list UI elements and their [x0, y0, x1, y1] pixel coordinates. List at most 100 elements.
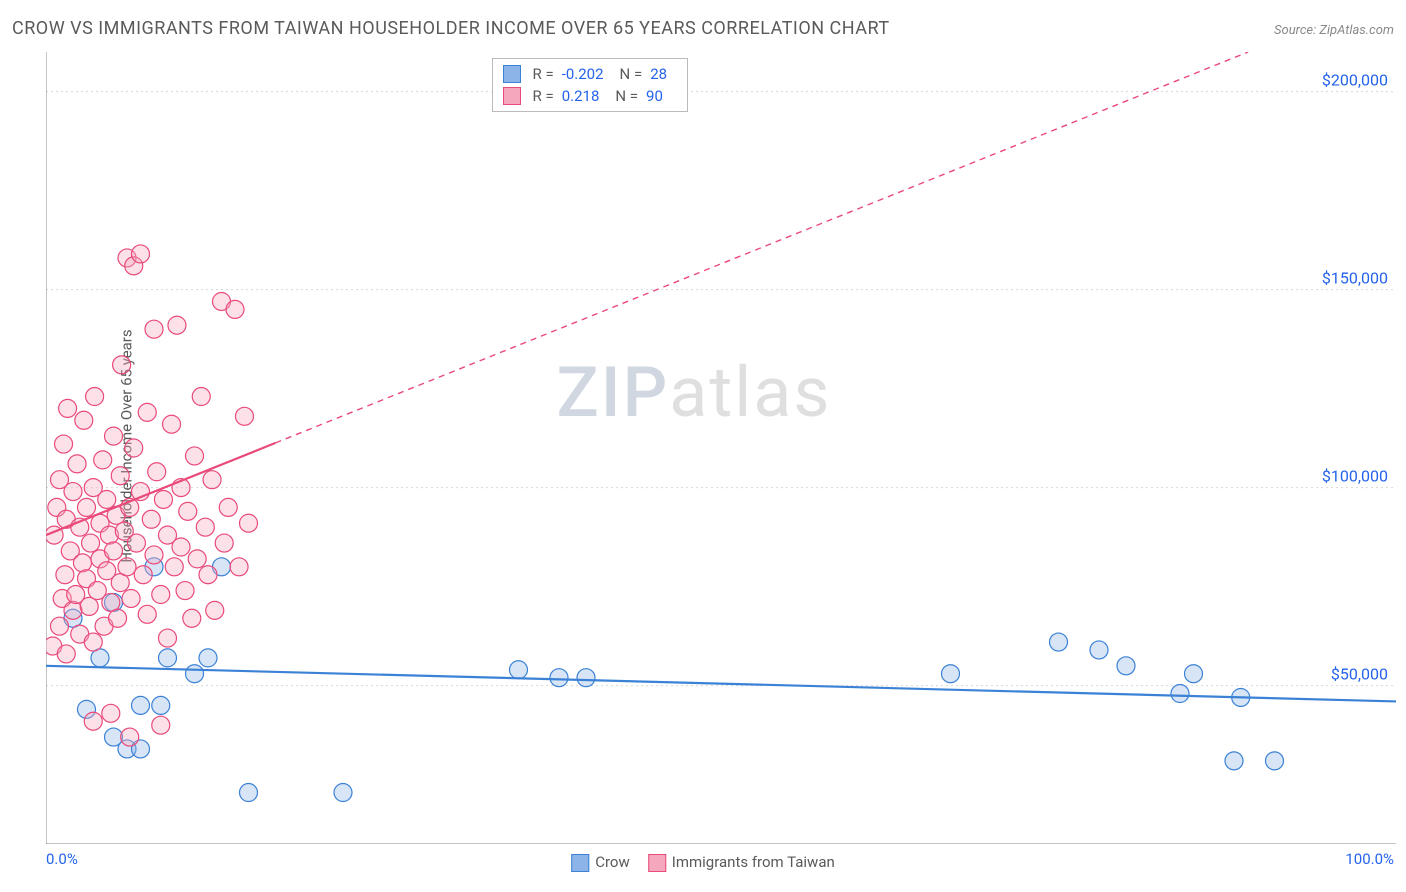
data-point-taiwan: [86, 388, 104, 406]
data-point-taiwan: [55, 435, 73, 453]
title-bar: CROW VS IMMIGRANTS FROM TAIWAN HOUSEHOLD…: [12, 18, 1394, 39]
n-label: N =: [620, 63, 643, 85]
correlation-legend-row: R = 0.218N =90: [503, 85, 678, 107]
data-point-crow: [159, 649, 177, 667]
data-point-taiwan: [84, 712, 102, 730]
y-tick-label: $200,000: [1322, 71, 1388, 90]
y-tick-label: $50,000: [1331, 665, 1388, 684]
x-axis-max-label: 100.0%: [1345, 850, 1394, 868]
regression-line-dashed-taiwan: [276, 52, 1249, 443]
data-point-taiwan: [142, 510, 160, 528]
data-point-crow: [1171, 685, 1189, 703]
data-point-crow: [186, 665, 204, 683]
data-point-taiwan: [80, 597, 98, 615]
data-point-taiwan: [145, 320, 163, 338]
data-point-crow: [1090, 641, 1108, 659]
data-point-taiwan: [188, 550, 206, 568]
series-legend-item: Crow: [571, 853, 630, 872]
data-point-taiwan: [105, 427, 123, 445]
data-point-crow: [942, 665, 960, 683]
data-point-taiwan: [57, 645, 75, 663]
data-point-taiwan: [186, 447, 204, 465]
series-legend-item: Immigrants from Taiwan: [648, 853, 835, 872]
data-point-taiwan: [196, 518, 214, 536]
data-point-crow: [199, 649, 217, 667]
data-point-taiwan: [59, 399, 77, 417]
r-value: -0.202: [562, 63, 604, 85]
series-legend-label: Immigrants from Taiwan: [672, 853, 835, 871]
data-point-taiwan: [75, 411, 93, 429]
data-point-taiwan: [226, 300, 244, 318]
data-point-taiwan: [73, 554, 91, 572]
data-point-crow: [334, 784, 352, 802]
data-point-crow: [577, 669, 595, 687]
correlation-legend-row: R =-0.202N =28: [503, 63, 678, 85]
plot-area: $50,000$100,000$150,000$200,000 ZIPatlas…: [46, 52, 1396, 844]
data-point-crow: [152, 696, 170, 714]
data-point-taiwan: [138, 403, 156, 421]
series-legend: Crow Immigrants from Taiwan: [571, 853, 835, 872]
data-point-taiwan: [56, 566, 74, 584]
data-point-taiwan: [148, 463, 166, 481]
data-point-crow: [1266, 752, 1284, 770]
data-point-taiwan: [102, 704, 120, 722]
data-point-taiwan: [138, 605, 156, 623]
data-point-taiwan: [152, 716, 170, 734]
data-point-taiwan: [230, 558, 248, 576]
data-point-taiwan: [111, 467, 129, 485]
data-point-taiwan: [215, 534, 233, 552]
data-point-crow: [1050, 633, 1068, 651]
data-point-crow: [1225, 752, 1243, 770]
legend-swatch: [571, 854, 589, 872]
data-point-taiwan: [118, 558, 136, 576]
data-point-crow: [510, 661, 528, 679]
scatter-chart-svg: $50,000$100,000$150,000$200,000: [46, 52, 1396, 844]
data-point-taiwan: [64, 601, 82, 619]
data-point-taiwan: [176, 582, 194, 600]
data-point-crow: [1117, 657, 1135, 675]
source-attribution: Source: ZipAtlas.com: [1274, 23, 1394, 38]
data-point-taiwan: [84, 633, 102, 651]
data-point-taiwan: [127, 534, 145, 552]
data-point-taiwan: [134, 566, 152, 584]
data-point-taiwan: [168, 316, 186, 334]
data-point-taiwan: [179, 502, 197, 520]
data-point-taiwan: [165, 558, 183, 576]
data-point-taiwan: [125, 439, 143, 457]
data-point-taiwan: [203, 471, 221, 489]
data-point-crow: [1185, 665, 1203, 683]
data-point-taiwan: [219, 498, 237, 516]
data-point-taiwan: [64, 483, 82, 501]
legend-swatch: [503, 87, 521, 105]
y-tick-label: $100,000: [1322, 467, 1388, 486]
r-label: R =: [533, 85, 554, 107]
data-point-crow: [132, 696, 150, 714]
data-point-taiwan: [78, 498, 96, 516]
correlation-legend: R =-0.202N =28R = 0.218N =90: [492, 58, 689, 112]
data-point-taiwan: [94, 451, 112, 469]
n-label: N =: [615, 85, 638, 107]
data-point-taiwan: [240, 514, 258, 532]
data-point-taiwan: [172, 538, 190, 556]
n-value: 90: [646, 85, 663, 107]
chart-title: CROW VS IMMIGRANTS FROM TAIWAN HOUSEHOLD…: [12, 18, 890, 39]
data-point-crow: [240, 784, 258, 802]
data-point-taiwan: [152, 586, 170, 604]
data-point-crow: [550, 669, 568, 687]
data-point-taiwan: [235, 407, 253, 425]
data-point-taiwan: [51, 617, 69, 635]
data-point-taiwan: [199, 566, 217, 584]
legend-swatch: [648, 854, 666, 872]
data-point-taiwan: [159, 629, 177, 647]
data-point-taiwan: [109, 609, 127, 627]
data-point-taiwan: [163, 415, 181, 433]
data-point-taiwan: [98, 490, 116, 508]
data-point-taiwan: [132, 245, 150, 263]
data-point-taiwan: [206, 601, 224, 619]
data-point-taiwan: [82, 534, 100, 552]
data-point-taiwan: [113, 356, 131, 374]
legend-swatch: [503, 65, 521, 83]
data-point-taiwan: [68, 455, 86, 473]
data-point-taiwan: [154, 490, 172, 508]
r-label: R =: [533, 63, 554, 85]
